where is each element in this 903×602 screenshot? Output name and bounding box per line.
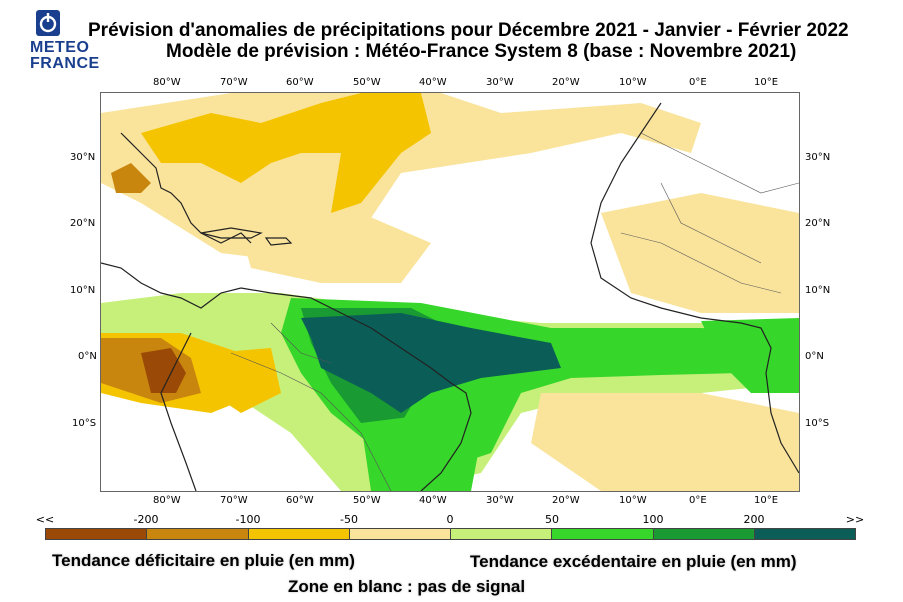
lon-label-top: 80°W [153, 77, 181, 88]
guinea-wet [701, 318, 799, 393]
colorbar-label: 50 [545, 513, 559, 526]
colorbar-label: << [35, 513, 55, 526]
title-line2: Modèle de prévision : Météo-France Syste… [166, 41, 797, 62]
central-america-coast [100, 262, 242, 309]
lon-label-top: 30°W [486, 77, 514, 88]
hispaniola-coast [264, 237, 293, 246]
andes-dry [211, 348, 281, 413]
lon-label-bottom: 0°E [689, 495, 707, 506]
lon-label-top: 10°E [754, 77, 779, 88]
lon-label-bottom: 10°E [754, 495, 779, 506]
north-america-coast [120, 132, 252, 244]
colorbar-label: -50 [340, 513, 358, 526]
lon-label-bottom: 80°W [153, 495, 181, 506]
south-america-coast [240, 287, 472, 492]
lon-label-bottom: 70°W [220, 495, 248, 506]
legend-excess: Tendance excédentaire en pluie (en mm) [470, 552, 797, 571]
south-dry [531, 393, 799, 491]
lon-label-top: 10°W [619, 77, 647, 88]
colorbar-segment [147, 529, 249, 539]
colorbar-segment [46, 529, 148, 539]
lon-label-bottom: 50°W [353, 495, 381, 506]
lon-label-top: 20°W [552, 77, 580, 88]
lat-label-left: 0°N [78, 351, 97, 362]
caribbean-dry [241, 213, 431, 283]
south-america-west-coast [160, 332, 197, 492]
colorbar-segment [349, 529, 451, 539]
lon-label-bottom: 60°W [286, 495, 314, 506]
colorbar-segment [754, 529, 855, 539]
legend-deficit: Tendance déficitaire en pluie (en mm) [52, 551, 355, 570]
lon-label-top: 50°W [353, 77, 381, 88]
colorbar-label: 100 [642, 513, 664, 526]
africa-coast [590, 102, 800, 474]
lat-label-left: 10°S [72, 418, 97, 429]
meteo-france-logo: METEO FRANCE [14, 10, 99, 74]
colorbar-segment [653, 529, 755, 539]
meteo-france-logo-icon [36, 10, 60, 36]
lon-label-top: 0°E [689, 77, 707, 88]
lon-label-bottom: 10°W [619, 495, 647, 506]
gulf-dry [111, 163, 151, 193]
lon-label-bottom: 20°W [552, 495, 580, 506]
map-canvas [100, 93, 800, 492]
colorbar-segment [248, 529, 350, 539]
lon-label-top: 70°W [220, 77, 248, 88]
lat-label-right: 10°S [805, 418, 830, 429]
legend-blank: Zone en blanc : pas de signal [288, 577, 526, 596]
colorbar-label: -100 [235, 513, 261, 526]
lat-label-left: 20°N [70, 218, 96, 229]
logo-line1: METEO [30, 39, 90, 56]
dry-band-north-yellow [141, 93, 431, 213]
africa-dry [601, 193, 799, 313]
country-borders [230, 132, 800, 492]
precipitation-anomaly-map [100, 92, 800, 492]
colorbar-label: 0 [446, 513, 454, 526]
coastlines [100, 102, 800, 492]
colorbar-label: >> [845, 513, 865, 526]
lat-label-right: 0°N [805, 351, 824, 362]
colorbar-segment [451, 529, 553, 539]
lat-label-right: 10°N [805, 285, 831, 296]
brazil-wet [361, 413, 481, 491]
wet-core-teal [301, 313, 561, 413]
colorbar-label: -200 [133, 513, 159, 526]
colorbar-label: 200 [743, 513, 765, 526]
lon-label-bottom: 40°W [419, 495, 447, 506]
lat-label-right: 30°N [805, 152, 831, 163]
lon-label-bottom: 30°W [486, 495, 514, 506]
title-line1: Prévision d'anomalies de précipitations … [88, 20, 849, 41]
lon-label-top: 60°W [286, 77, 314, 88]
lat-label-left: 30°N [70, 152, 96, 163]
lat-label-right: 20°N [805, 218, 831, 229]
colorbar-segment [552, 529, 654, 539]
cuba-coast [200, 227, 263, 239]
lon-label-top: 40°W [419, 77, 447, 88]
lat-label-left: 10°N [70, 285, 96, 296]
colorbar [45, 528, 856, 540]
logo-line2: FRANCE [30, 55, 100, 72]
pacific-dry-brown [141, 348, 186, 393]
